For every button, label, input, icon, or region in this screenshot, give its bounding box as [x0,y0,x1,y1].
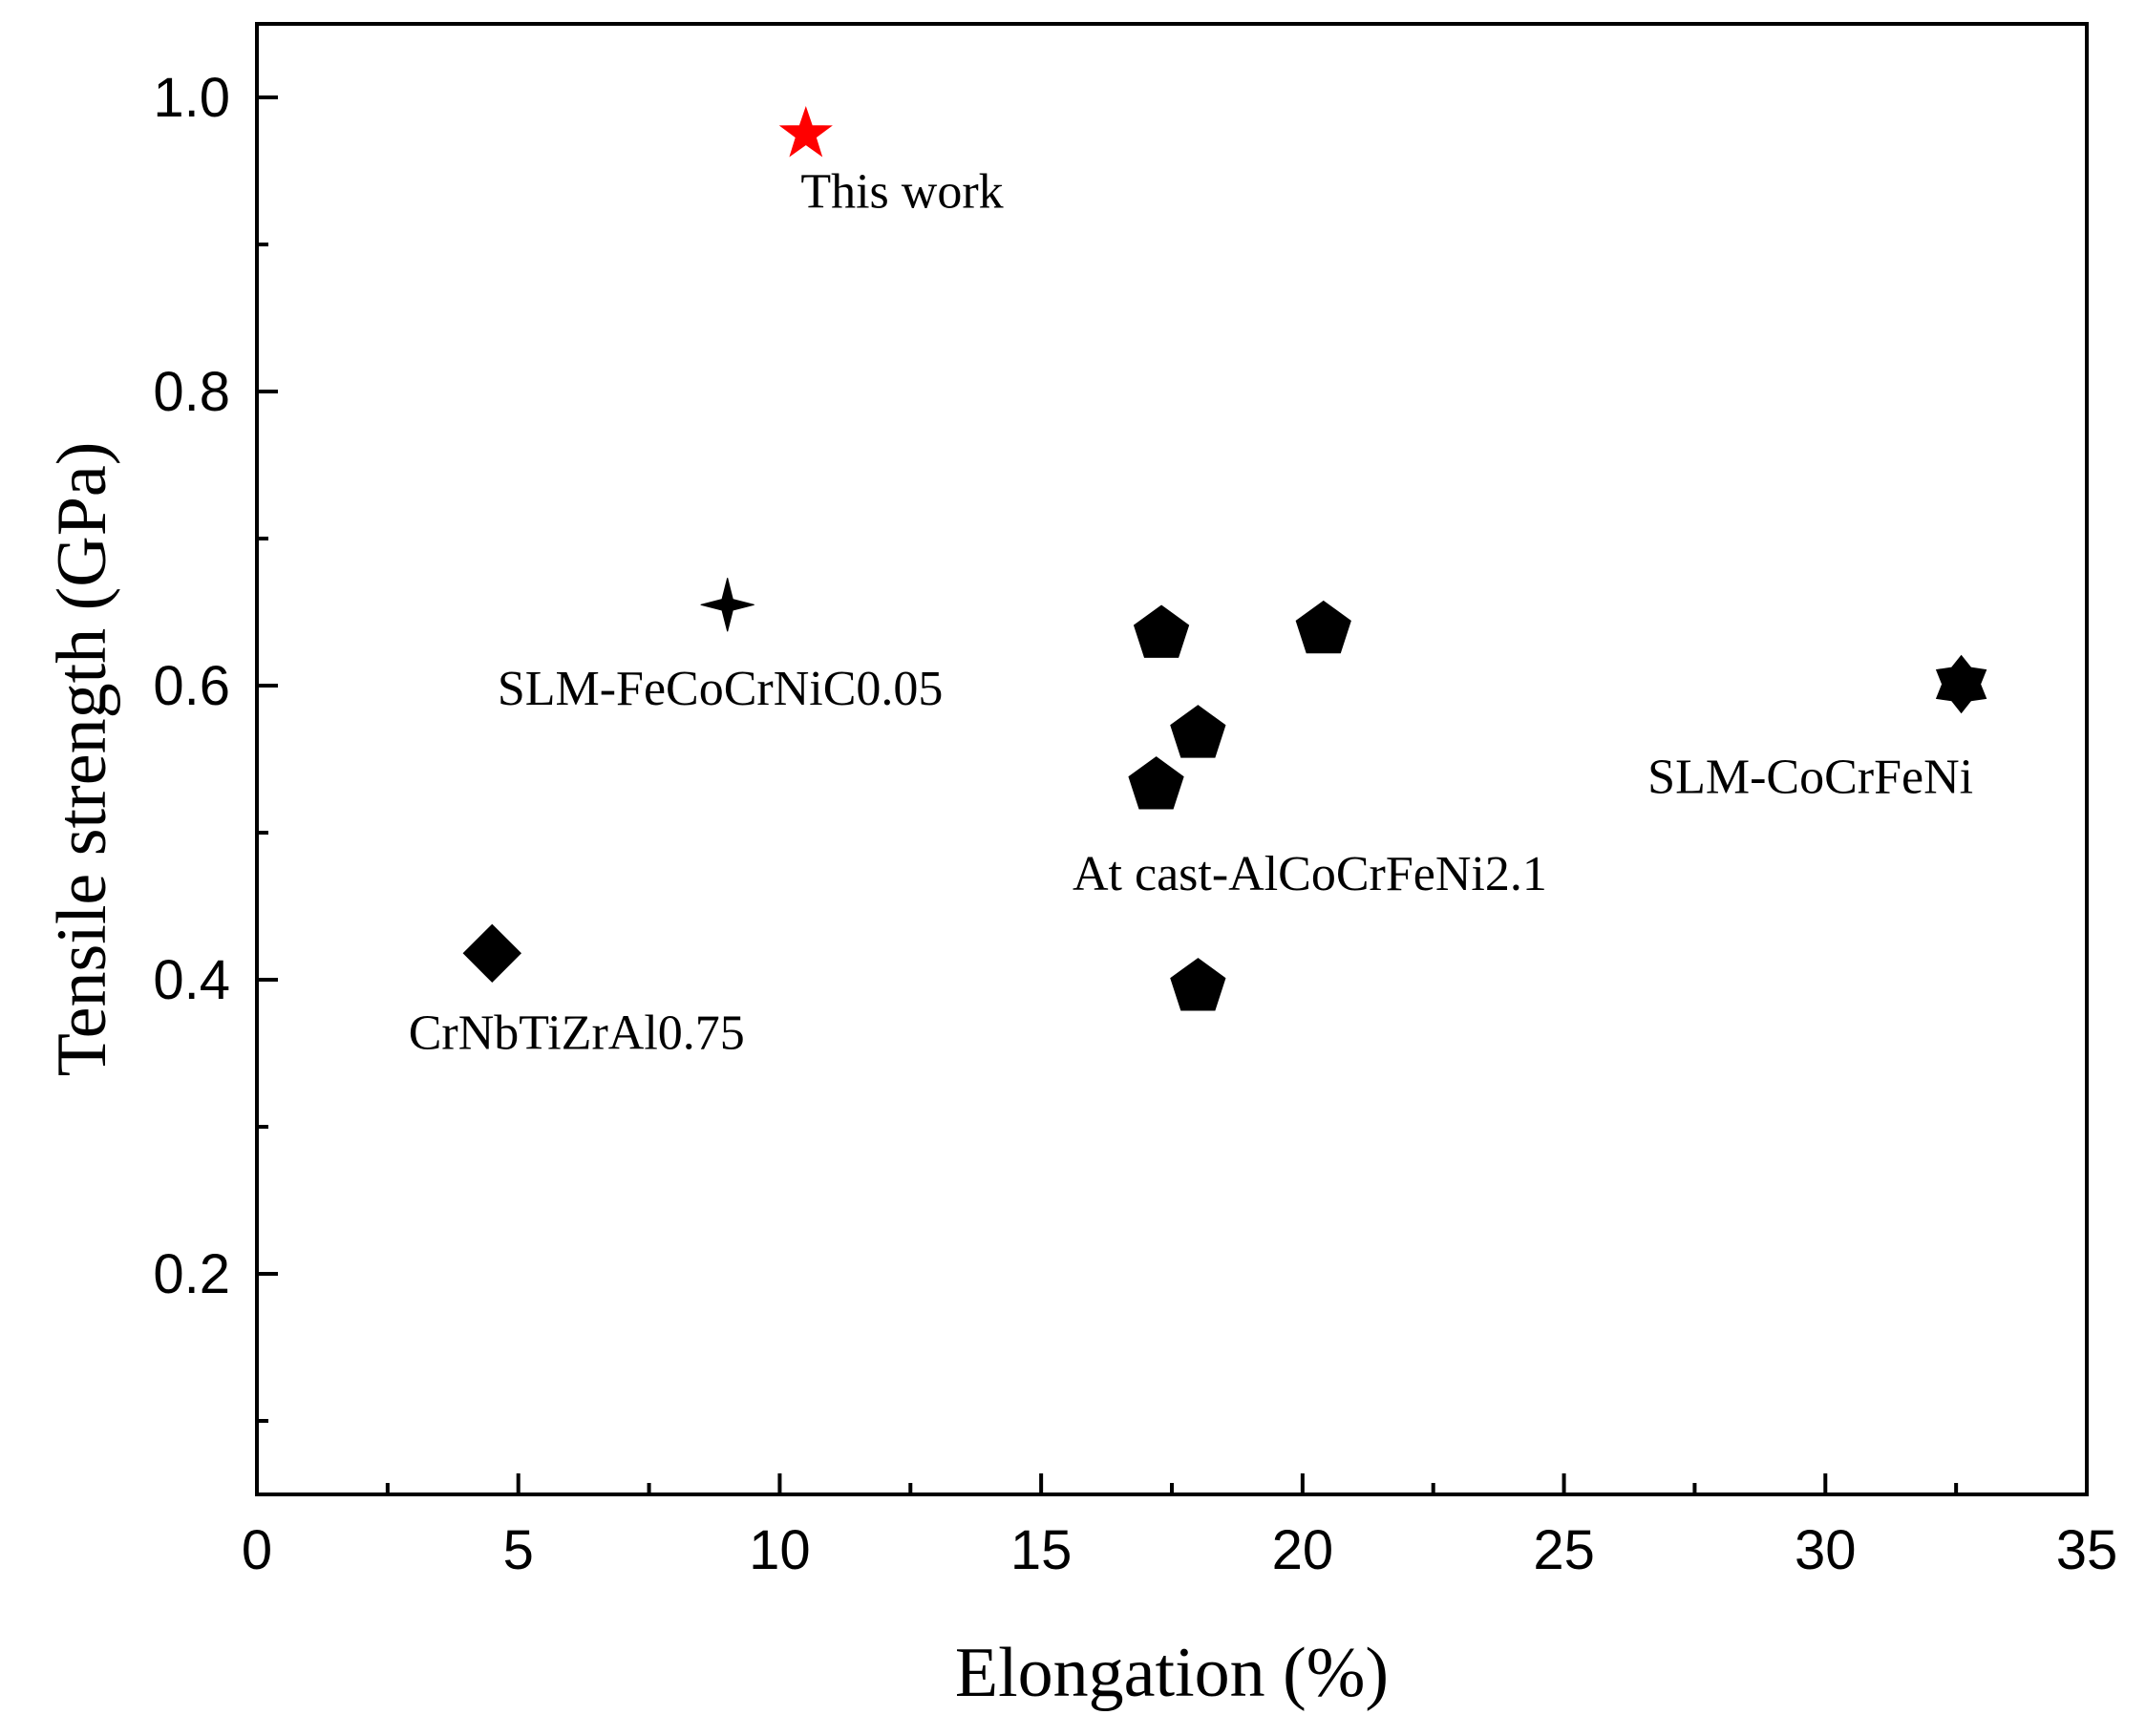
y-tick-label: 0.2 [153,1243,230,1305]
data-point-pentagon [1170,705,1226,758]
data-point-four-point-star [700,578,754,632]
annotation-label: CrNbTiZrAl0.75 [409,1006,745,1060]
x-tick-label: 5 [503,1519,534,1581]
annotations: This work SLM-FeCoCrNiC0.05 SLM-CoCrFeNi At… [409,165,1973,1061]
x-axis-title: Elongation (%) [955,1634,1389,1712]
data-point-pentagon [1128,756,1184,810]
x-tick-label: 35 [2056,1519,2118,1581]
data-point-pentagon [1170,958,1226,1011]
x-axis: 0 5 10 15 20 25 30 35 [242,1473,2117,1581]
data-point-hexagram [1935,654,1987,714]
data-point-diamond [462,923,522,984]
x-tick-label: 25 [1533,1519,1595,1581]
x-tick-label: 0 [242,1519,272,1581]
annotation-label: At cast-AlCoCrFeNi2.1 [1073,847,1547,901]
x-tick-label: 20 [1272,1519,1334,1581]
y-tick-label: 1.0 [153,67,230,129]
x-tick-label: 15 [1010,1519,1073,1581]
data-points [462,105,1987,1011]
x-tick-label: 10 [749,1519,811,1581]
annotation-label: SLM-FeCoCrNiC0.05 [498,662,944,716]
y-tick-label: 0.8 [153,361,230,423]
data-point-pentagon [1133,604,1190,658]
data-point-pentagon [1295,600,1351,654]
y-tick-label: 0.6 [153,655,230,717]
x-tick-label: 30 [1795,1519,1857,1581]
data-point-star [778,105,833,158]
y-axis: 0.2 0.4 0.6 0.8 1.0 [153,67,278,1423]
y-tick-label: 0.4 [153,949,230,1011]
annotation-label: This work [800,165,1003,220]
annotation-label: SLM-CoCrFeNi [1647,750,1973,804]
y-axis-title: Tensile strength (GPa) [43,442,121,1077]
